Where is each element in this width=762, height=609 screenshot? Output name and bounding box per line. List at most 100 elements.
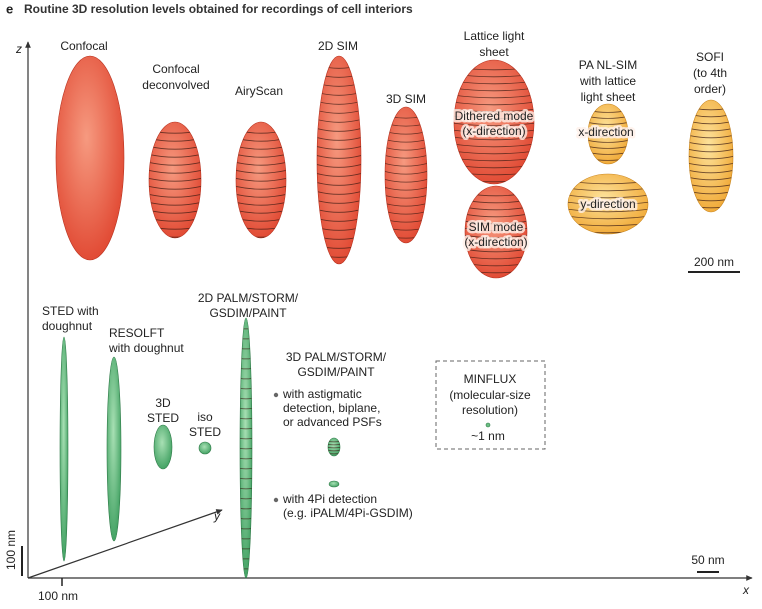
stripe xyxy=(689,169,733,174)
stripe xyxy=(588,133,628,137)
psf-ellipse xyxy=(567,173,649,235)
stripe xyxy=(236,169,286,174)
label: SOFI xyxy=(696,50,724,64)
stripe xyxy=(454,136,534,141)
stripe xyxy=(236,153,286,158)
stripe xyxy=(328,446,340,449)
stripe xyxy=(236,201,286,206)
stripe xyxy=(240,527,252,530)
psf-ellipse xyxy=(148,121,202,239)
stripe xyxy=(385,186,427,191)
psf-ellipse xyxy=(59,336,69,562)
label: (x-direction) xyxy=(462,124,525,138)
stripe xyxy=(240,547,252,550)
stripe xyxy=(240,557,252,560)
label: y-direction xyxy=(580,197,635,211)
stripe xyxy=(240,377,252,380)
stripe xyxy=(240,357,252,360)
label: order) xyxy=(694,82,726,96)
stripe xyxy=(317,145,361,150)
stripe xyxy=(240,517,252,520)
stripe xyxy=(240,407,252,410)
label: 2D PALM/STORM/ xyxy=(198,291,299,305)
stripe xyxy=(240,397,252,400)
label: detection, biplane, xyxy=(283,401,380,415)
label: or advanced PSFs xyxy=(283,415,382,429)
label: RESOLFT xyxy=(109,326,165,340)
psf-ellipse xyxy=(688,99,734,213)
label: Lattice light xyxy=(464,29,525,43)
panel-label: e xyxy=(6,1,13,16)
label: PA NL-SIM xyxy=(579,58,637,72)
stripe xyxy=(689,148,733,153)
stripe xyxy=(385,170,427,175)
stripe xyxy=(385,154,427,159)
stripe xyxy=(317,163,361,168)
stripe xyxy=(317,181,361,186)
stripe xyxy=(568,187,648,192)
stripe xyxy=(236,185,286,190)
stripe xyxy=(465,241,527,246)
label: AiryScan xyxy=(235,84,283,98)
label: (x-direction) xyxy=(464,235,527,249)
stripe xyxy=(454,115,534,120)
label: 2D SIM xyxy=(318,39,358,53)
scale-label: 200 nm xyxy=(694,255,734,269)
stripe xyxy=(240,347,252,350)
label: resolution) xyxy=(462,403,518,417)
z-label: z xyxy=(15,42,22,56)
label: iso xyxy=(197,410,213,424)
stripe xyxy=(454,129,534,134)
stripe xyxy=(454,108,534,113)
stripe xyxy=(149,193,201,198)
stripe xyxy=(240,427,252,430)
stripe xyxy=(240,477,252,480)
minflux-dot xyxy=(485,422,491,428)
stripe xyxy=(236,161,286,166)
label: with doughnut xyxy=(108,341,184,355)
stripe xyxy=(568,201,648,206)
y-axis xyxy=(27,509,223,579)
label: Confocal xyxy=(152,62,199,76)
stripe xyxy=(240,417,252,420)
stripe xyxy=(317,136,361,141)
psf-ellipse xyxy=(55,55,125,261)
label: SIM mode xyxy=(469,220,524,234)
stripe xyxy=(240,467,252,470)
label: ~1 nm xyxy=(471,429,505,443)
label: 3D xyxy=(155,396,171,410)
stripe xyxy=(317,154,361,159)
stripe xyxy=(149,177,201,182)
stripe xyxy=(568,215,648,220)
stripe xyxy=(149,161,201,166)
minflux-box xyxy=(435,360,546,450)
scale-label: 100 nm xyxy=(38,589,78,603)
stripes xyxy=(240,327,252,570)
stripe xyxy=(317,199,361,204)
title: Routine 3D resolution levels obtained fo… xyxy=(24,2,413,16)
label: 3D PALM/STORM/ xyxy=(286,350,387,364)
stripe xyxy=(454,87,534,92)
bullet xyxy=(273,392,279,398)
stripe xyxy=(317,172,361,177)
stripe xyxy=(240,507,252,510)
psf-ellipse xyxy=(198,441,212,455)
stripe xyxy=(689,155,733,160)
stripe xyxy=(240,437,252,440)
label: light sheet xyxy=(581,90,636,104)
stripe xyxy=(465,227,527,232)
bullet xyxy=(273,497,279,503)
stripes xyxy=(328,440,340,455)
stripe xyxy=(149,185,201,190)
stripe xyxy=(236,177,286,182)
stripe xyxy=(454,94,534,99)
stripe xyxy=(385,178,427,183)
stripe xyxy=(465,220,527,225)
stripe xyxy=(149,201,201,206)
stripe xyxy=(454,150,534,155)
label: Confocal xyxy=(60,39,107,53)
label: deconvolved xyxy=(142,78,209,92)
psf-ellipse xyxy=(316,55,362,265)
label: doughnut xyxy=(42,319,93,333)
stripe xyxy=(317,127,361,132)
